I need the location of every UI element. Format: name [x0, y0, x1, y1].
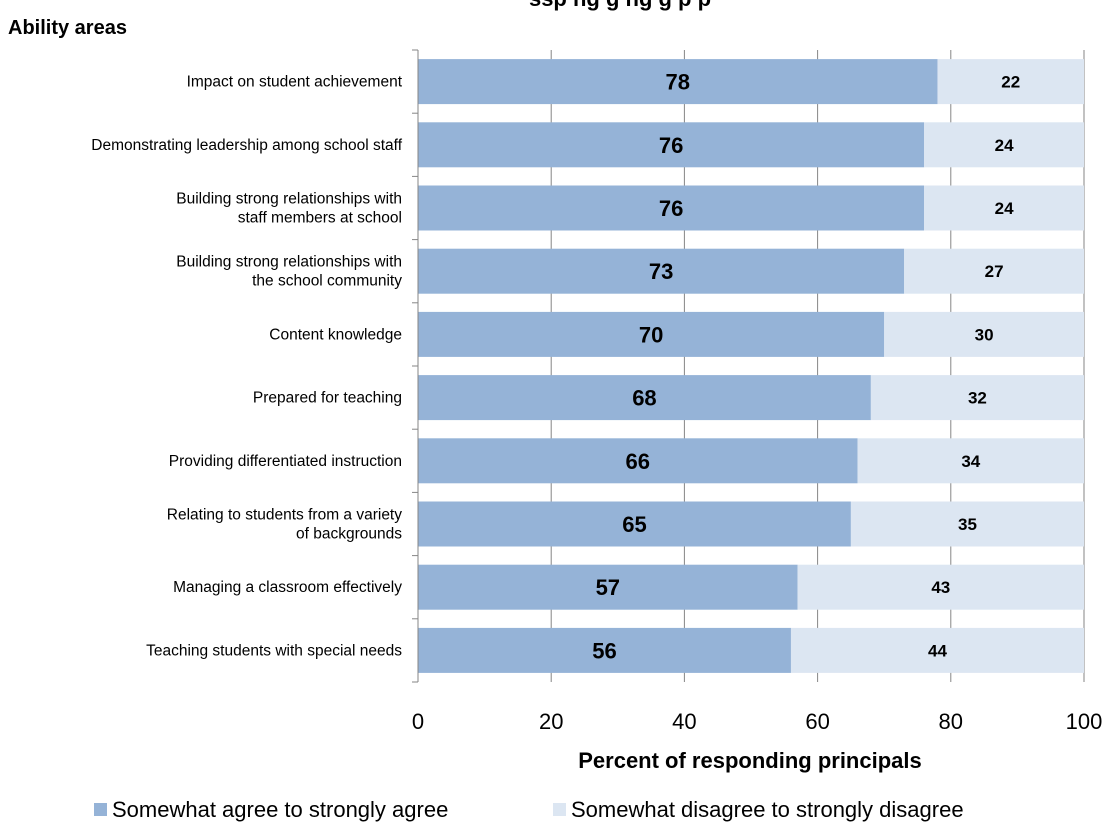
data-label-disagree: 22 [1001, 73, 1020, 92]
y-axis-caption: Ability areas [8, 17, 127, 39]
category-label-line: Building strong relationships with [176, 254, 402, 271]
axes [412, 49, 419, 683]
bar-agree [418, 185, 925, 231]
category-label: Building strong relationships with staff … [176, 191, 402, 227]
category-label-line: Prepared for teaching [253, 390, 402, 407]
category-label-line: Managing a classroom effectively [173, 579, 402, 596]
category-label: Content knowledge [269, 326, 402, 343]
bar-agree [418, 248, 905, 294]
data-label-agree: 73 [649, 259, 673, 284]
category-label-line: Teaching students with special needs [146, 642, 402, 659]
bar-disagree [884, 311, 1084, 357]
bar-disagree [850, 501, 1084, 547]
data-label-disagree: 35 [958, 515, 977, 534]
bar-agree [418, 627, 791, 673]
x-tick-labels: 0 20 40 60 80 100 [412, 709, 1102, 734]
bar-agree [418, 122, 925, 168]
bar-disagree [870, 375, 1084, 421]
data-label-disagree: 32 [968, 389, 987, 408]
legend-label: Somewhat agree to strongly agree [112, 797, 448, 822]
bar-agree [418, 564, 798, 610]
category-label-line: staff members at school [238, 210, 402, 227]
legend: Somewhat agree to strongly agree Somewhat… [94, 797, 964, 822]
x-tick-label: 60 [805, 709, 829, 734]
bars: 78 22 76 24 76 24 73 27 70 30 68 32 66 34 65 35 57 43 56 44 [418, 59, 1084, 673]
data-label-agree: 76 [659, 133, 683, 158]
category-label: Impact on student achievement [187, 74, 403, 91]
category-label: Providing differentiated instruction [169, 453, 402, 470]
chart-title-partial: ssp ng g ng g p p [529, 0, 711, 11]
data-label-disagree: 34 [961, 452, 980, 471]
x-tick-label: 0 [412, 709, 424, 734]
category-label: Demonstrating leadership among school st… [91, 137, 402, 154]
category-label-line: Impact on student achievement [187, 74, 403, 91]
data-label-agree: 57 [596, 575, 620, 600]
category-label-line: Relating to students from a variety [167, 507, 402, 524]
data-label-agree: 65 [622, 512, 646, 537]
category-label-line: Providing differentiated instruction [169, 453, 402, 470]
category-label: Relating to students from a variety of ba… [167, 507, 402, 543]
data-label-agree: 70 [639, 322, 663, 347]
x-tick-label: 40 [672, 709, 696, 734]
bar-agree [418, 311, 885, 357]
bar-agree [418, 375, 871, 421]
bar-disagree [924, 122, 1084, 168]
bar-agree [418, 438, 858, 484]
data-label-agree: 68 [632, 386, 656, 411]
category-label-line: of backgrounds [296, 526, 402, 543]
bar-disagree [904, 248, 1084, 294]
data-label-disagree: 24 [995, 199, 1014, 218]
legend-swatch [553, 803, 566, 816]
data-label-agree: 76 [659, 196, 683, 221]
bar-agree [418, 59, 938, 105]
bar-disagree [797, 564, 1084, 610]
bar-disagree [857, 438, 1084, 484]
data-label-disagree: 24 [995, 136, 1014, 155]
data-label-agree: 66 [626, 449, 650, 474]
x-tick-label: 100 [1066, 709, 1103, 734]
x-tick-label: 20 [539, 709, 563, 734]
data-label-disagree: 44 [928, 641, 947, 660]
bar-agree [418, 501, 851, 547]
category-label-line: Content knowledge [269, 326, 402, 343]
data-label-disagree: 27 [985, 262, 1004, 281]
category-labels: Impact on student achievement Demonstrati… [91, 74, 402, 660]
x-tick-label: 80 [939, 709, 963, 734]
legend-label: Somewhat disagree to strongly disagree [571, 797, 964, 822]
bar-disagree [790, 627, 1084, 673]
category-label: Building strong relationships with the sc… [176, 254, 402, 290]
x-axis-title: Percent of responding principals [578, 748, 922, 773]
data-label-disagree: 43 [931, 578, 950, 597]
category-label: Prepared for teaching [253, 390, 402, 407]
category-label-line: Demonstrating leadership among school st… [91, 137, 402, 154]
category-label: Teaching students with special needs [146, 642, 402, 659]
category-label-line: the school community [252, 273, 402, 290]
data-label-disagree: 30 [975, 325, 994, 344]
category-label: Managing a classroom effectively [173, 579, 402, 596]
data-label-agree: 56 [592, 638, 616, 663]
bar-disagree [937, 59, 1084, 105]
category-label-line: Building strong relationships with [176, 191, 402, 208]
data-label-agree: 78 [665, 70, 689, 95]
legend-swatch [94, 803, 107, 816]
bar-disagree [924, 185, 1084, 231]
